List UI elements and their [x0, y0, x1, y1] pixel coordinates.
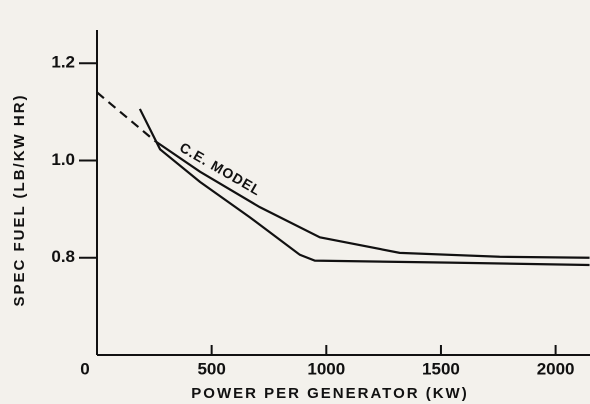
y-tick-label: 1.2 — [51, 53, 75, 72]
line — [154, 140, 590, 259]
x-tick-label: 0 — [80, 359, 89, 378]
y-axis-label: SPEC FUEL (LB/KW HR) — [11, 93, 28, 306]
x-tick-label: 1000 — [307, 359, 345, 378]
y-tick-label: 0.8 — [51, 247, 75, 266]
x-axis-label: POWER PER GENERATOR (KW) — [191, 385, 468, 402]
y-tick-label: 1.0 — [51, 150, 75, 169]
annotation: C.E. MODEL — [177, 139, 264, 199]
line — [96, 91, 156, 142]
x-tick-label: 1500 — [422, 359, 460, 378]
line — [138, 108, 590, 267]
x-tick-label: 2000 — [537, 359, 575, 378]
x-tick-label: 500 — [197, 359, 225, 378]
